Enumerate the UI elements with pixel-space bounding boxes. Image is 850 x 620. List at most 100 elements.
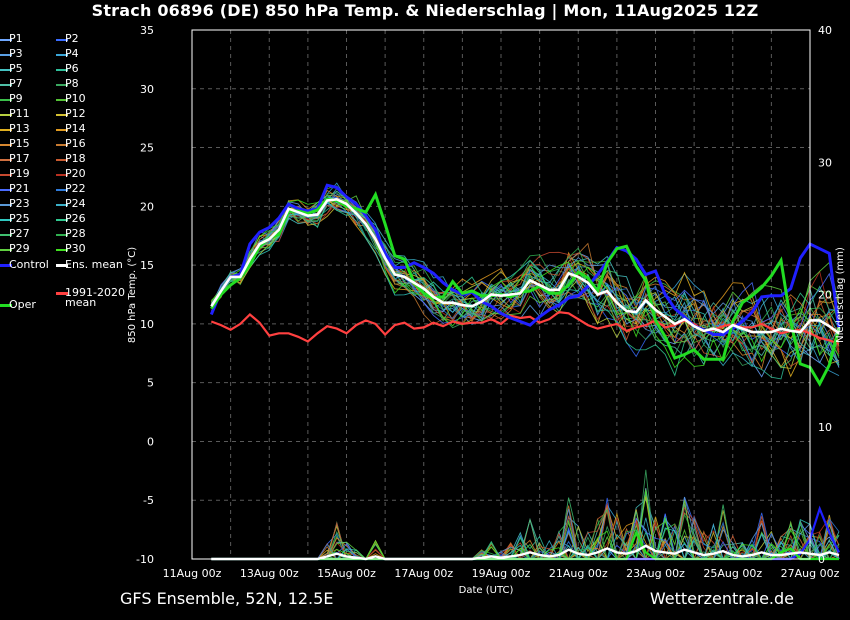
model-info: GFS Ensemble, 52N, 12.5E — [120, 589, 334, 608]
x-tick-label: 15Aug 00z — [317, 567, 376, 580]
x-tick-label: 25Aug 00z — [703, 567, 762, 580]
legend-label: P9 — [9, 92, 23, 105]
legend-climo-line2: mean — [65, 296, 97, 309]
legend-label: P26 — [65, 212, 86, 225]
legend-label: P21 — [9, 182, 30, 195]
legend-label: P2 — [65, 32, 79, 45]
legend-swatch — [0, 234, 12, 236]
legend-label: P10 — [65, 92, 86, 105]
legend-swatch — [0, 159, 12, 161]
x-tick-label: 17Aug 00z — [394, 567, 453, 580]
y-tick-label: -10 — [136, 553, 154, 566]
member-line — [210, 200, 840, 377]
legend-label: P13 — [9, 122, 30, 135]
legend-label: P16 — [65, 137, 86, 150]
legend-swatch — [56, 54, 68, 56]
legend-swatch — [0, 99, 12, 101]
legend-label: P11 — [9, 107, 30, 120]
legend-swatch — [56, 114, 68, 116]
legend-swatch — [0, 264, 12, 267]
legend-label: P30 — [65, 242, 86, 255]
y-tick-label: 15 — [140, 259, 154, 272]
legend-swatch — [0, 219, 12, 221]
legend-label: P19 — [9, 167, 30, 180]
y-tick-label: 0 — [147, 435, 154, 448]
y2-tick-label: 0 — [818, 553, 825, 566]
x-tick-label: 23Aug 00z — [626, 567, 685, 580]
legend-swatch — [56, 249, 68, 251]
legend-swatch — [0, 204, 12, 206]
chart-title: Strach 06896 (DE) 850 hPa Temp. & Nieder… — [91, 1, 759, 20]
legend-label: 1991-2020 — [65, 286, 125, 299]
legend-swatch — [56, 84, 68, 86]
member-line — [210, 190, 840, 361]
y-tick-label: -5 — [143, 494, 154, 507]
legend-label: P15 — [9, 137, 30, 150]
legend-label: P7 — [9, 77, 23, 90]
legend-label: P3 — [9, 47, 23, 60]
y-tick-label: 5 — [147, 377, 154, 390]
y2-tick-label: 20 — [818, 289, 832, 302]
legend-label: P18 — [65, 152, 86, 165]
legend-swatch — [56, 204, 68, 206]
legend-swatch — [0, 174, 12, 176]
legend-label: P23 — [9, 197, 30, 210]
legend-label: P20 — [65, 167, 86, 180]
legend-swatch — [56, 159, 68, 161]
legend-swatch — [0, 129, 12, 131]
legend-swatch — [56, 99, 68, 101]
member-line — [210, 190, 840, 369]
legend-swatch — [0, 249, 12, 251]
legend-label: P22 — [65, 182, 86, 195]
legend-label: P25 — [9, 212, 30, 225]
legend-swatch — [0, 69, 12, 71]
axes: 35 30 25 20 15 10 5 0 -5 -10 40 30 20 10 0 11Aug 00z 13A… — [136, 24, 840, 580]
legend-label: P17 — [9, 152, 30, 165]
legend: P1 P2 P3 P4 P5 P6 P7 P8 P9 P10 P11 P12 P13 P14 P15 P16 P… — [0, 32, 130, 322]
y2-tick-label: 30 — [818, 156, 832, 169]
ens-mean-line — [210, 197, 840, 335]
legend-label: P29 — [9, 242, 30, 255]
legend-label: P12 — [65, 107, 86, 120]
y-axis-label: 850 hPa Temp. (°C) — [127, 247, 138, 343]
legend-swatch — [56, 39, 68, 41]
legend-label: P24 — [65, 197, 86, 210]
legend-swatch — [56, 129, 68, 131]
source-credit[interactable]: Wetterzentrale.de — [649, 589, 794, 608]
legend-label: P27 — [9, 227, 30, 240]
legend-swatch — [56, 189, 68, 191]
oper-line — [210, 190, 841, 387]
legend-swatch — [0, 54, 12, 56]
legend-swatch — [56, 219, 68, 221]
plot-frame — [191, 29, 811, 560]
legend-swatch — [0, 304, 12, 307]
legend-label: Oper — [9, 298, 36, 311]
member-line — [210, 199, 840, 369]
legend-label: P6 — [65, 62, 79, 75]
y2-tick-label: 10 — [818, 421, 832, 434]
legend-swatch — [0, 144, 12, 146]
legend-swatch — [56, 292, 68, 295]
x-tick-label: 13Aug 00z — [240, 567, 299, 580]
y-tick-label: 20 — [140, 200, 154, 213]
legend-swatch — [0, 114, 12, 116]
member-line — [210, 187, 840, 366]
legend-swatch — [56, 144, 68, 146]
member-line — [210, 202, 840, 350]
y-tick-label: 25 — [140, 142, 154, 155]
legend-swatch — [0, 189, 12, 191]
legend-label: P14 — [65, 122, 86, 135]
x-tick-label: 21Aug 00z — [549, 567, 608, 580]
legend-label: P4 — [65, 47, 79, 60]
x-axis-label: Date (UTC) — [459, 585, 514, 596]
legend-swatch — [56, 264, 68, 267]
y-tick-label: 30 — [140, 83, 154, 96]
legend-swatch — [0, 84, 12, 86]
y2-axis-label: Niederschlag (mm) — [835, 247, 846, 343]
legend-swatch — [0, 39, 12, 41]
x-tick-label: 27Aug 00z — [781, 567, 840, 580]
legend-label: P8 — [65, 77, 79, 90]
legend-label: Ens. mean — [65, 258, 123, 271]
x-tick-label: 11Aug 00z — [163, 567, 222, 580]
